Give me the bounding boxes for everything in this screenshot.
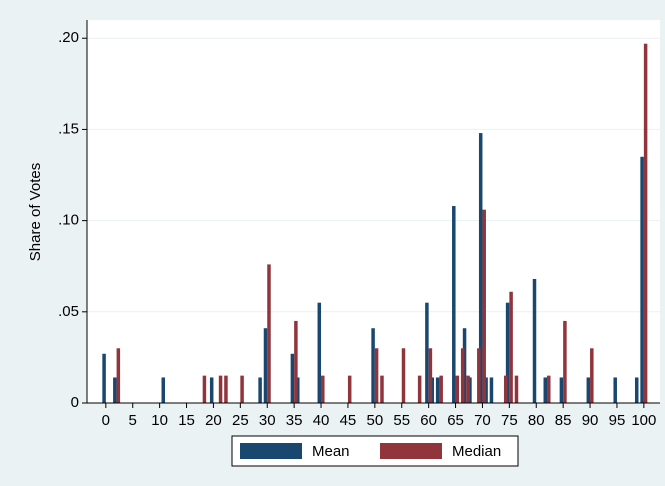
y-axis-label: Share of Votes bbox=[27, 163, 44, 261]
bar bbox=[452, 206, 456, 403]
bar bbox=[317, 302, 322, 403]
y-tick-label: .15 bbox=[58, 120, 79, 137]
bar bbox=[477, 348, 481, 403]
bar bbox=[613, 377, 617, 403]
legend-swatch bbox=[380, 443, 442, 459]
bar bbox=[543, 377, 548, 403]
x-tick-label: 40 bbox=[313, 412, 330, 429]
x-tick-label: 70 bbox=[474, 412, 491, 429]
bar bbox=[113, 377, 117, 403]
bar bbox=[634, 377, 639, 403]
bar bbox=[116, 348, 121, 403]
bar bbox=[294, 320, 298, 403]
x-tick-label: 20 bbox=[205, 412, 222, 429]
bar bbox=[482, 209, 486, 403]
x-tick-label: 10 bbox=[151, 412, 168, 429]
bar bbox=[263, 328, 268, 403]
bar bbox=[439, 375, 443, 403]
bar bbox=[290, 353, 295, 403]
x-tick-label: 90 bbox=[582, 412, 599, 429]
bar bbox=[468, 377, 472, 403]
x-tick-label: 45 bbox=[340, 412, 357, 429]
x-tick-label: 95 bbox=[609, 412, 626, 429]
bar bbox=[218, 375, 223, 403]
bar bbox=[505, 302, 510, 403]
bar bbox=[240, 375, 244, 403]
bar bbox=[435, 377, 440, 403]
bar bbox=[347, 375, 352, 403]
x-tick-label: 85 bbox=[555, 412, 572, 429]
bar bbox=[466, 375, 470, 403]
bar bbox=[321, 375, 325, 403]
x-tick-label: 15 bbox=[178, 412, 195, 429]
bar bbox=[209, 377, 214, 403]
bar bbox=[590, 348, 594, 403]
bar bbox=[559, 377, 564, 403]
x-tick-label: 65 bbox=[447, 412, 464, 429]
bar bbox=[455, 375, 460, 403]
x-tick-label: 80 bbox=[528, 412, 545, 429]
bar bbox=[547, 375, 551, 403]
bar bbox=[161, 377, 166, 403]
bar bbox=[460, 348, 465, 403]
bar bbox=[102, 353, 106, 403]
bar bbox=[267, 264, 271, 403]
x-tick-label: 75 bbox=[501, 412, 518, 429]
x-tick-label: 35 bbox=[286, 412, 303, 429]
bar bbox=[425, 302, 429, 403]
bar bbox=[489, 377, 494, 403]
bar bbox=[401, 348, 406, 403]
bar bbox=[417, 375, 422, 403]
legend-label: Mean bbox=[312, 443, 350, 460]
bar bbox=[563, 320, 567, 403]
bar bbox=[371, 328, 375, 403]
bar bbox=[643, 43, 648, 403]
y-tick-label: .20 bbox=[58, 29, 79, 46]
bar bbox=[640, 156, 644, 403]
bar bbox=[428, 348, 433, 403]
bar bbox=[532, 278, 537, 403]
x-tick-label: 60 bbox=[420, 412, 437, 429]
y-tick-label: .05 bbox=[58, 303, 79, 320]
bar bbox=[586, 377, 591, 403]
bar bbox=[509, 291, 513, 403]
y-tick-label: 0 bbox=[71, 394, 79, 411]
x-tick-label: 100 bbox=[631, 412, 656, 429]
bar bbox=[202, 375, 207, 403]
bar bbox=[484, 377, 488, 403]
bar bbox=[462, 328, 467, 403]
bar bbox=[478, 133, 483, 404]
x-tick-label: 5 bbox=[129, 412, 137, 429]
x-tick-label: 25 bbox=[232, 412, 249, 429]
legend-swatch bbox=[240, 443, 302, 459]
bar bbox=[224, 375, 228, 403]
x-tick-label: 50 bbox=[367, 412, 384, 429]
bar bbox=[374, 348, 379, 403]
bar bbox=[503, 375, 508, 403]
x-tick-label: 30 bbox=[259, 412, 276, 429]
x-tick-label: 55 bbox=[393, 412, 410, 429]
bar bbox=[430, 377, 435, 403]
bar bbox=[514, 375, 519, 403]
y-tick-label: .10 bbox=[58, 212, 79, 229]
legend-label: Median bbox=[452, 443, 501, 460]
bar bbox=[258, 377, 262, 403]
x-tick-label: 0 bbox=[102, 412, 110, 429]
bar bbox=[296, 377, 300, 403]
bar bbox=[380, 375, 384, 403]
